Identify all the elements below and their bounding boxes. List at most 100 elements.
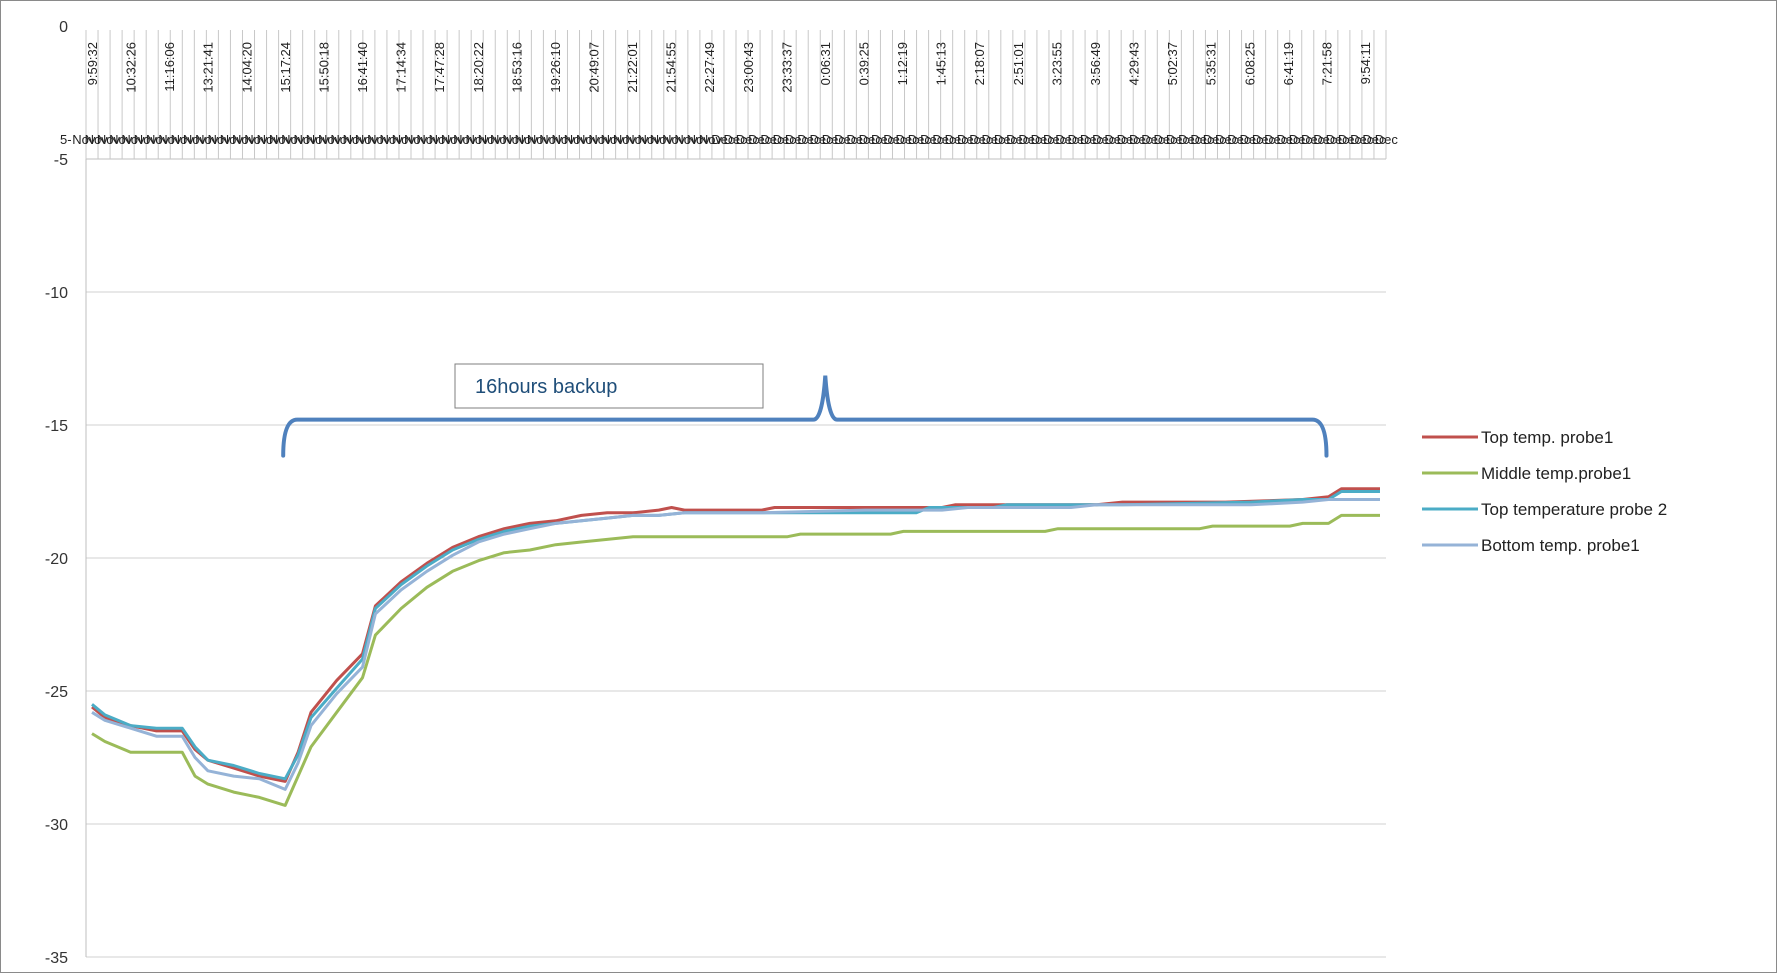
x-date-label: Nov (281, 132, 305, 147)
x-date-label: Dec (1018, 132, 1042, 147)
x-date-label: Nov (146, 132, 170, 147)
x-date-label: Dec (883, 132, 907, 147)
x-date-label: Nov (564, 132, 588, 147)
x-date-label: Dec (1313, 132, 1337, 147)
x-date-label: Dec (1375, 132, 1399, 147)
x-time-label: 21:22:01 (625, 42, 640, 93)
x-date-label: Nov (97, 132, 121, 147)
x-date-label: Dec (810, 132, 834, 147)
x-date-label: Nov (72, 132, 96, 147)
x-time-label: 1:45:13 (934, 42, 949, 85)
x-time-label: 4:29:43 (1127, 42, 1142, 85)
x-date-label: Dec (1104, 132, 1128, 147)
x-date-label: Dec (896, 132, 920, 147)
x-time-label: 11:16:06 (162, 42, 177, 92)
x-date-label: Nov (441, 132, 465, 147)
x-date-label: Nov (527, 132, 551, 147)
x-date-label: Nov (637, 132, 661, 147)
x-date-label: Dec (846, 132, 870, 147)
y-tick-label: -20 (45, 551, 68, 568)
x-date-label: Nov (330, 132, 354, 147)
x-time-label: 6:08:25 (1242, 42, 1257, 85)
backup-brace (281, 375, 1329, 458)
x-date-label: Nov (429, 132, 453, 147)
x-date-label: Dec (736, 132, 760, 147)
series-line (91, 490, 1380, 781)
x-date-label: Nov (367, 132, 391, 147)
x-date-label: Nov (232, 132, 256, 147)
x-date-label: Dec (1031, 132, 1055, 147)
x-date-label: Nov (355, 132, 379, 147)
series-line (91, 513, 1380, 807)
x-time-label: 6:41:19 (1281, 42, 1296, 85)
x-time-label: 23:00:43 (741, 42, 756, 93)
x-date-label: Nov (502, 132, 526, 147)
x-date-label: Nov (576, 132, 600, 147)
x-date-label: Dec (724, 132, 748, 147)
x-date-label: Dec (1264, 132, 1288, 147)
x-date-label: Dec (1141, 132, 1165, 147)
x-date-label: Dec (1252, 132, 1276, 147)
x-date-label: Nov (465, 132, 489, 147)
x-date-label: Dec (1006, 132, 1030, 147)
x-date-label: Nov (343, 132, 367, 147)
x-date-label: Dec (1129, 132, 1153, 147)
x-time-label: 17:14:34 (394, 42, 409, 93)
x-time-label: 18:53:16 (509, 42, 524, 93)
x-date-label: Dec (957, 132, 981, 147)
annotation-text: 16hours backup (475, 376, 617, 398)
x-date-label: Nov (109, 132, 133, 147)
x-date-label: Dec (1301, 132, 1325, 147)
x-date-label: Dec (1326, 132, 1350, 147)
x-time-label: 3:23:55 (1049, 42, 1064, 85)
series-line (91, 498, 1380, 791)
x-date-label: Nov (490, 132, 514, 147)
x-date-label: Dec (1178, 132, 1202, 147)
x-date-label: Dec (1276, 132, 1300, 147)
x-date-label: Nov (293, 132, 317, 147)
x-date-label: Nov (121, 132, 145, 147)
x-date-label: Dec (1092, 132, 1116, 147)
x-time-label: 18:20:22 (471, 42, 486, 93)
x-time-label: 17:47:28 (432, 42, 447, 93)
x-date-label: Nov (257, 132, 281, 147)
x-date-label: Dec (1362, 132, 1386, 147)
x-date-label: Dec (1117, 132, 1141, 147)
x-time-label: 23:33:37 (779, 42, 794, 93)
x-date-label: Dec (760, 132, 784, 147)
x-date-label: Dec (1190, 132, 1214, 147)
x-date-label: Nov (134, 132, 158, 147)
x-time-label: 19:26:10 (548, 42, 563, 93)
x-time-label: 22:27:49 (702, 42, 717, 93)
x-time-label: 10:32:26 (124, 42, 139, 93)
x-date-label: Nov (453, 132, 477, 147)
x-time-label: 2:18:07 (972, 42, 987, 85)
x-date-label: Dec (1227, 132, 1251, 147)
x-date-label: Nov (404, 132, 428, 147)
x-date-label: Dec (797, 132, 821, 147)
x-date-label: Dec (932, 132, 956, 147)
series-line (91, 487, 1380, 783)
x-date-label: Nov (515, 132, 539, 147)
legend-label: Top temperature probe 2 (1481, 500, 1667, 519)
x-date-label: Nov (699, 132, 723, 147)
y-tick-label: -5 (54, 152, 68, 169)
x-date-label: Dec (1166, 132, 1190, 147)
x-date-label: Nov (588, 132, 612, 147)
x-date-label: Dec (1043, 132, 1067, 147)
x-date-label: Dec (711, 132, 735, 147)
x-date-label: Nov (195, 132, 219, 147)
x-time-label: 5:02:37 (1165, 42, 1180, 85)
x-date-label: Nov (207, 132, 231, 147)
x-date-label: Dec (994, 132, 1018, 147)
x-date-label: Dec (1240, 132, 1264, 147)
y-tick-label: -25 (45, 684, 68, 701)
x-date-label: Dec (1055, 132, 1079, 147)
x-date-label: Dec (969, 132, 993, 147)
x-date-label: Nov (171, 132, 195, 147)
x-date-label: Dec (1338, 132, 1362, 147)
x-time-label: 0:06:31 (818, 42, 833, 85)
x-date-label: Dec (822, 132, 846, 147)
